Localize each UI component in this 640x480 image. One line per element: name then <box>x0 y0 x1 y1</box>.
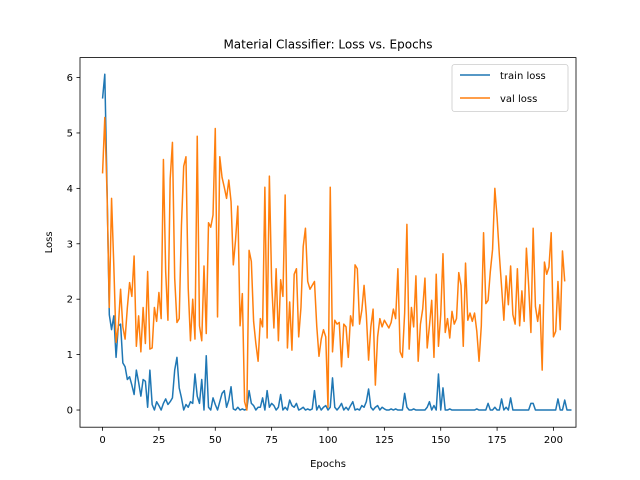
y-tick-label: 3 <box>67 239 73 250</box>
y-tick-label: 0 <box>67 406 73 417</box>
legend-label-val-loss: val loss <box>500 94 537 105</box>
series-line-val-loss <box>101 116 566 411</box>
x-tick-label: 175 <box>488 435 507 446</box>
chart-title: Material Classifier: Loss vs. Epochs <box>223 38 432 52</box>
plot-frame <box>79 57 577 428</box>
y-axis-label: Loss <box>44 231 55 253</box>
x-tick-label: 25 <box>153 435 166 446</box>
legend-label-train-loss: train loss <box>500 71 546 82</box>
x-tick-label: 0 <box>99 435 105 446</box>
legend: train loss val loss <box>451 64 569 112</box>
y-axis-ticks: 0 1 2 3 4 5 6 <box>67 73 80 417</box>
series-lines <box>101 73 572 411</box>
x-tick-label: 100 <box>318 435 337 446</box>
legend-frame <box>451 64 569 112</box>
y-tick-label: 4 <box>67 184 73 195</box>
x-axis-label: Epochs <box>310 459 346 470</box>
series-line-train-loss <box>101 73 572 411</box>
y-tick-label: 6 <box>67 73 73 84</box>
x-axis-ticks: 0 25 50 75 100 125 150 175 200 <box>99 427 563 446</box>
y-tick-label: 1 <box>67 350 73 361</box>
x-tick-label: 150 <box>431 435 450 446</box>
x-tick-label: 125 <box>375 435 394 446</box>
y-tick-label: 5 <box>67 128 73 139</box>
x-tick-label: 200 <box>544 435 563 446</box>
y-tick-label: 2 <box>67 295 73 306</box>
x-tick-label: 75 <box>265 435 278 446</box>
x-tick-label: 50 <box>209 435 222 446</box>
